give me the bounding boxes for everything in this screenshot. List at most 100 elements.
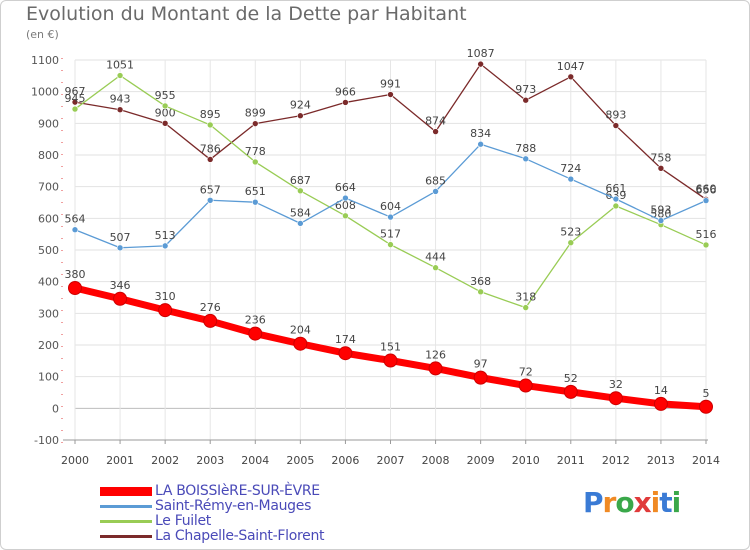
data-point <box>71 105 79 113</box>
data-point <box>383 353 398 368</box>
data-point <box>477 60 484 68</box>
legend-label: La Chapelle-Saint-Florent <box>155 528 325 544</box>
data-label: 151 <box>380 341 401 354</box>
data-point <box>608 391 623 406</box>
data-label: 967 <box>65 85 86 98</box>
data-label: 276 <box>200 301 221 314</box>
x-tick-label: 2008 <box>422 454 450 467</box>
data-point <box>567 239 575 247</box>
y-axis: -100 0 100 200 300 400 500 600 700 800 900 1000 1100 <box>31 54 63 447</box>
data-label: 368 <box>470 275 491 288</box>
data-point <box>432 264 439 272</box>
data-label: 14 <box>654 384 668 397</box>
data-label: 444 <box>425 251 446 264</box>
y-tick-label: 200 <box>38 339 59 352</box>
chart-unit-label: (en €) <box>26 28 59 41</box>
data-label: 973 <box>515 83 536 96</box>
y-tick-label: 1100 <box>31 54 59 67</box>
data-point <box>518 378 533 393</box>
data-point <box>653 396 668 411</box>
y-tick-label: 300 <box>38 307 59 320</box>
data-label: 97 <box>474 358 488 371</box>
data-label: 687 <box>290 174 311 187</box>
data-label: 174 <box>335 333 356 346</box>
data-label: 778 <box>245 145 266 158</box>
y-tick-label: 100 <box>38 371 59 384</box>
data-point <box>71 226 79 234</box>
data-point <box>342 194 349 202</box>
data-label: 899 <box>245 107 266 120</box>
data-point <box>522 155 530 163</box>
data-point <box>206 121 214 129</box>
data-point <box>251 158 259 166</box>
y-tick-label: 400 <box>38 276 59 289</box>
data-point <box>297 187 304 195</box>
data-label: 685 <box>425 174 446 187</box>
data-point <box>297 112 304 120</box>
data-point <box>563 384 578 399</box>
data-point <box>387 241 394 248</box>
x-tick-label: 2012 <box>602 454 630 467</box>
data-point <box>699 399 713 414</box>
data-label: 593 <box>650 204 671 217</box>
data-point <box>428 361 443 376</box>
x-tick-label: 2000 <box>61 454 89 467</box>
data-label: 1051 <box>106 59 134 72</box>
data-label: 991 <box>380 78 401 91</box>
data-label: 5 <box>703 387 710 400</box>
data-point <box>116 244 124 252</box>
data-point <box>612 202 620 210</box>
legend-swatch <box>100 505 152 508</box>
data-label: 608 <box>335 199 356 212</box>
data-point <box>116 72 124 79</box>
data-label: 1087 <box>467 47 495 60</box>
data-label: 639 <box>605 189 626 202</box>
data-point <box>477 288 484 296</box>
data-label: 380 <box>65 268 86 281</box>
data-label: 874 <box>425 115 446 128</box>
data-point <box>297 220 304 227</box>
data-label: 895 <box>200 108 221 121</box>
y-tick-label: 800 <box>38 149 59 162</box>
data-label: 513 <box>155 229 176 242</box>
x-tick-label: 2004 <box>241 454 269 467</box>
data-point <box>71 98 79 106</box>
data-label: 1047 <box>557 60 585 73</box>
data-label: 660 <box>696 182 717 195</box>
data-label: 661 <box>605 182 626 195</box>
data-point <box>113 291 128 306</box>
y-tick-label: 1000 <box>31 86 59 99</box>
data-point <box>522 304 530 311</box>
data-point <box>702 197 710 204</box>
data-label: 724 <box>560 162 581 175</box>
data-label: 72 <box>519 366 533 379</box>
legend-label: Saint-Rémy-en-Mauges <box>155 498 312 514</box>
data-point <box>387 91 394 98</box>
legend-label: Le Fuilet <box>155 513 211 529</box>
data-label: 945 <box>65 92 86 105</box>
data-point <box>161 102 169 110</box>
x-tick-label: 2001 <box>106 454 134 467</box>
data-label: 507 <box>110 231 131 244</box>
data-point <box>248 326 263 341</box>
data-point <box>342 212 349 220</box>
y-tick-label: 900 <box>38 117 59 130</box>
data-point <box>657 217 665 224</box>
data-point <box>612 122 620 129</box>
data-point <box>657 165 665 172</box>
y-tick-label: 700 <box>38 181 59 194</box>
data-point <box>206 156 214 163</box>
x-axis: 2000 2001 2002 2003 2004 2005 2006 2007 2008 2009… <box>61 439 720 467</box>
y-tick-label: -100 <box>34 434 59 447</box>
data-point <box>612 195 620 203</box>
data-label: 126 <box>425 348 446 361</box>
y-tick-label: 0 <box>52 402 59 415</box>
x-tick-label: 2009 <box>467 454 495 467</box>
data-label: 310 <box>155 290 176 303</box>
data-point <box>342 99 349 106</box>
data-label: 584 <box>290 206 311 219</box>
data-point <box>161 120 169 127</box>
data-point <box>251 120 259 127</box>
data-point <box>203 313 218 328</box>
